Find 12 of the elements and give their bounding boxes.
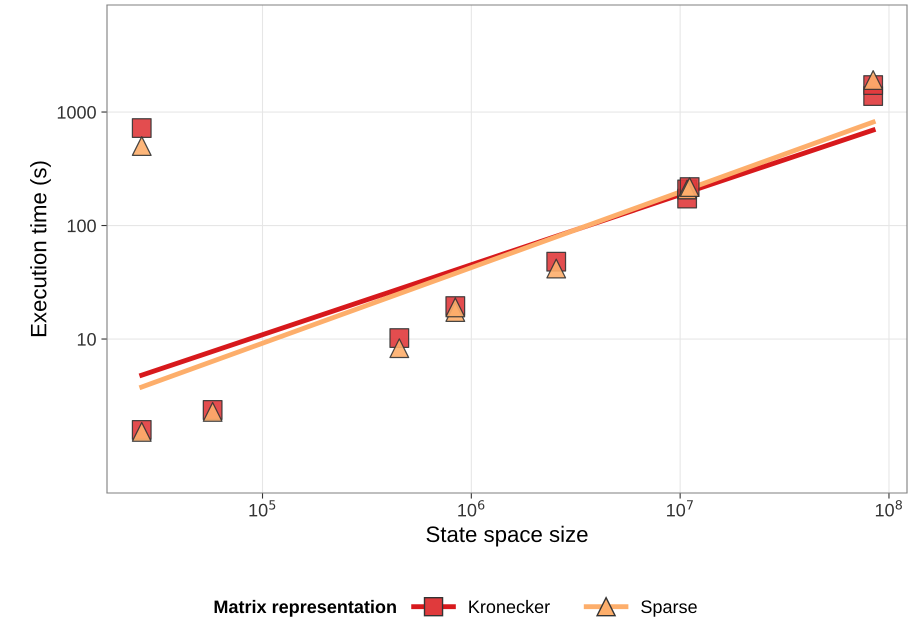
legend-title: Matrix representation [214, 600, 396, 617]
legend-label: Sparse [641, 600, 697, 617]
y-tick-label: 100 [68, 219, 96, 232]
x-tick-label: 10$^{6}$ [458, 500, 484, 517]
x-tick-label: 10$^{7}$ [667, 500, 693, 517]
y-tick-label: 10 [78, 332, 96, 346]
legend-label: Kronecker [469, 600, 550, 614]
x-tick-label: 10$^{5}$ [249, 500, 276, 517]
y-tick-label: 1000 [58, 106, 96, 119]
y-axis-title: Execution time (s) [30, 161, 51, 336]
x-tick-label: 10$^{8}$ [876, 500, 902, 517]
x-axis-title: State space size [426, 526, 588, 547]
